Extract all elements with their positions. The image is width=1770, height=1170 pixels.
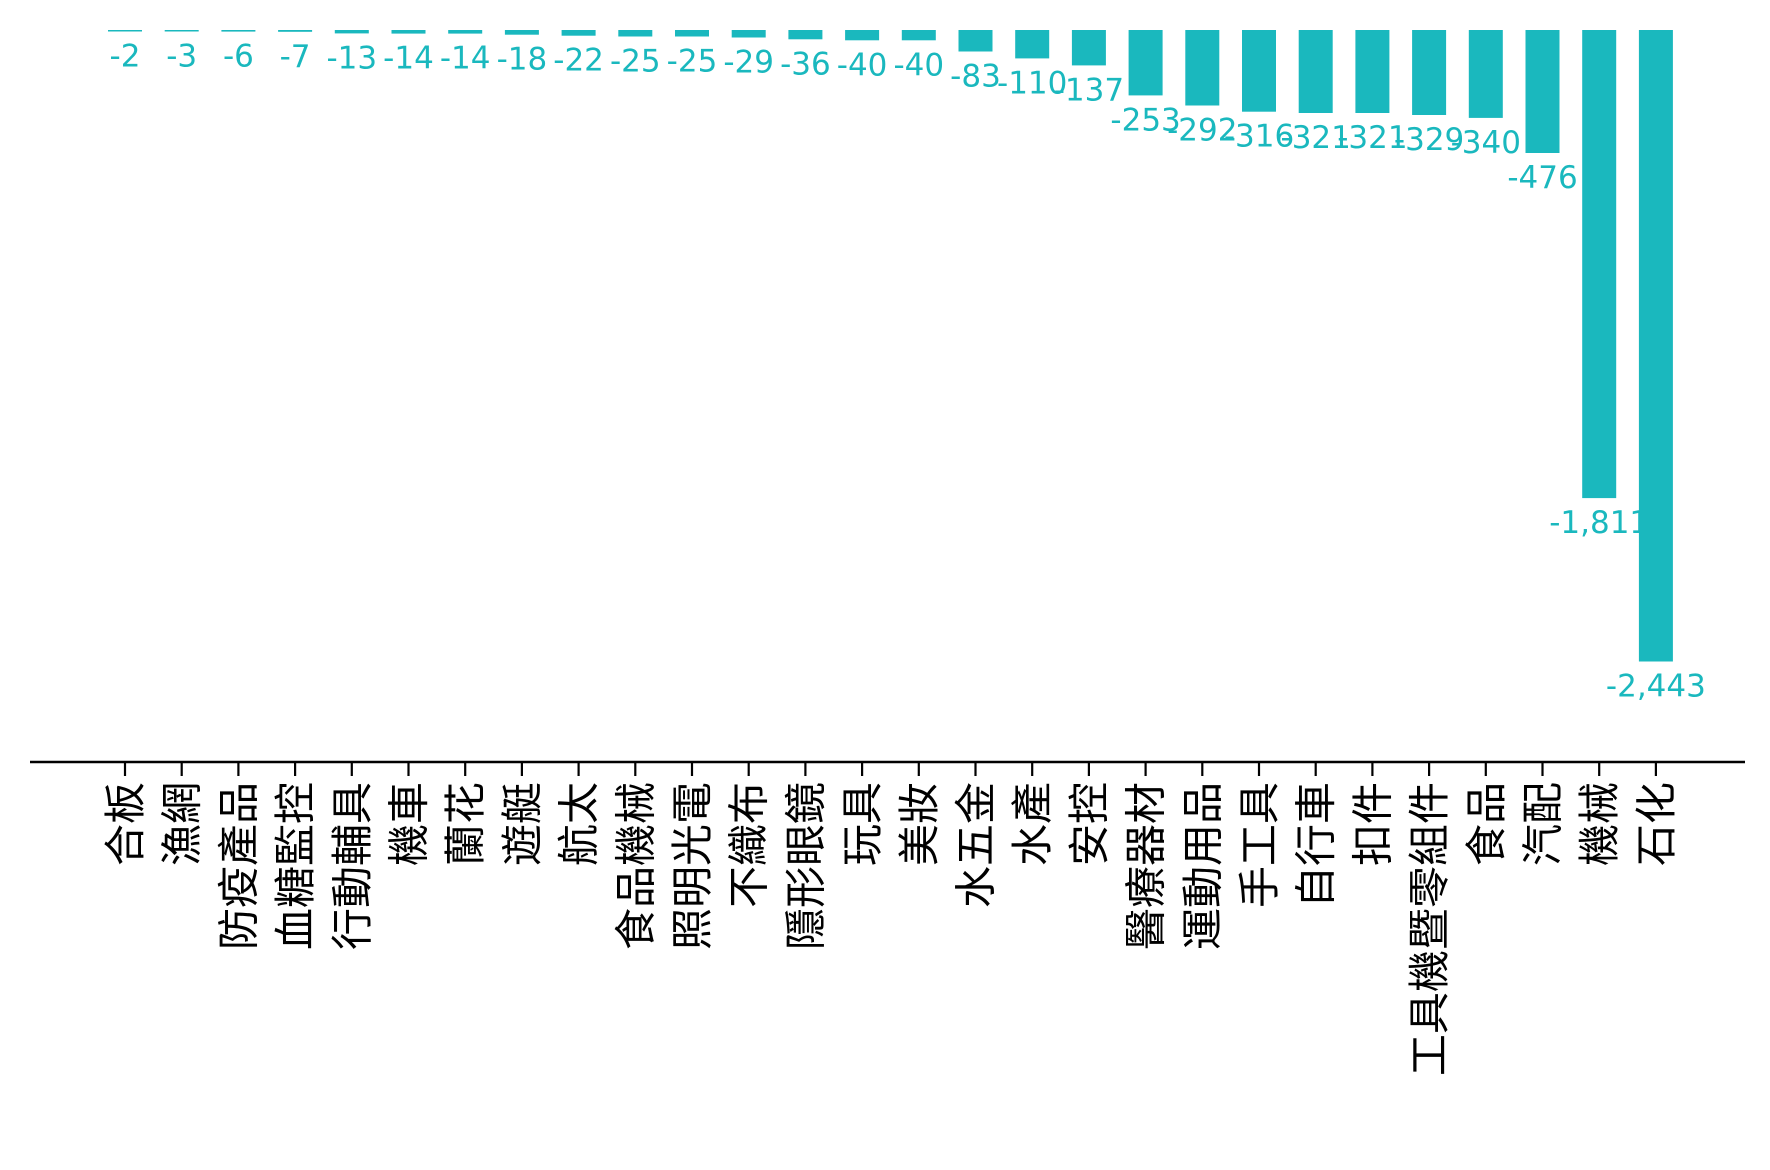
category-label-2: 防疫產品 bbox=[214, 782, 263, 950]
value-label-11: -29 bbox=[723, 45, 774, 81]
value-label-19: -292 bbox=[1167, 113, 1237, 149]
bar-5 bbox=[391, 30, 426, 34]
category-label-11: 不織布 bbox=[725, 782, 774, 908]
category-label-5: 機車 bbox=[385, 782, 434, 866]
value-label-5: -14 bbox=[383, 41, 434, 77]
value-label-26: -1,811 bbox=[1549, 505, 1649, 541]
value-label-7: -18 bbox=[497, 42, 548, 78]
value-label-17: -137 bbox=[1054, 72, 1124, 108]
value-label-8: -22 bbox=[553, 43, 604, 79]
category-label-3: 血糖監控 bbox=[271, 782, 320, 950]
value-label-20: -316 bbox=[1224, 119, 1294, 155]
bar-13 bbox=[845, 30, 880, 41]
category-label-6: 蘭花 bbox=[441, 782, 490, 866]
value-label-15: -83 bbox=[950, 59, 1001, 95]
category-label-12: 隱形眼鏡 bbox=[781, 782, 830, 950]
bar-17 bbox=[1071, 30, 1106, 66]
bar-10 bbox=[675, 30, 709, 37]
value-label-27: -2,443 bbox=[1606, 669, 1706, 705]
category-label-27: 石化 bbox=[1632, 782, 1681, 866]
value-label-24: -340 bbox=[1451, 125, 1521, 161]
category-label-10: 照明光電 bbox=[668, 782, 717, 950]
bar-25 bbox=[1525, 30, 1560, 153]
category-label-26: 機械 bbox=[1575, 782, 1624, 866]
value-label-1: -3 bbox=[166, 39, 197, 75]
category-label-19: 運動用品 bbox=[1178, 782, 1227, 950]
value-label-16: -110 bbox=[997, 65, 1067, 101]
bar-12 bbox=[788, 30, 823, 40]
value-label-21: -321 bbox=[1281, 120, 1351, 156]
bar-2 bbox=[221, 30, 256, 32]
category-label-0: 合板 bbox=[101, 782, 150, 866]
bars-layer bbox=[108, 30, 1673, 662]
bar-14 bbox=[901, 30, 936, 41]
category-label-25: 汽配 bbox=[1519, 782, 1568, 866]
x-ticks-layer bbox=[123, 762, 1658, 776]
category-label-21: 自行車 bbox=[1292, 782, 1341, 908]
category-label-23: 工具機暨零組件 bbox=[1405, 782, 1454, 1076]
bar-22 bbox=[1355, 30, 1390, 113]
value-label-23: -329 bbox=[1394, 122, 1464, 158]
bar-23 bbox=[1412, 30, 1447, 115]
value-label-14: -40 bbox=[893, 47, 944, 83]
category-label-24: 食品 bbox=[1462, 782, 1511, 866]
value-label-13: -40 bbox=[837, 47, 888, 83]
bar-3 bbox=[278, 30, 313, 32]
value-label-22: -321 bbox=[1337, 120, 1407, 156]
bar-18 bbox=[1128, 30, 1163, 96]
category-label-22: 扣件 bbox=[1348, 782, 1397, 866]
category-label-15: 水五金 bbox=[952, 782, 1001, 908]
category-label-9: 食品機械 bbox=[611, 782, 660, 950]
bar-6 bbox=[448, 30, 483, 34]
category-label-7: 遊艇 bbox=[498, 782, 547, 866]
category-label-20: 手工具 bbox=[1235, 782, 1284, 908]
value-label-2: -6 bbox=[223, 39, 254, 75]
bar-0 bbox=[108, 30, 142, 32]
value-label-10: -25 bbox=[667, 44, 718, 80]
bar-26 bbox=[1582, 30, 1617, 499]
category-labels-layer: 合板 漁網 防疫產品 血糖監控 行動輔具 機車 蘭花 遊艇 航太 食品機械 照明光電 不織布 隱形眼鏡玩… bbox=[101, 782, 1681, 1076]
bar-24 bbox=[1468, 30, 1503, 118]
bar-11 bbox=[731, 30, 766, 38]
value-label-0: -2 bbox=[110, 39, 141, 75]
bar-7 bbox=[504, 30, 539, 35]
value-label-25: -476 bbox=[1507, 160, 1577, 196]
value-label-18: -253 bbox=[1110, 102, 1180, 138]
category-label-4: 行動輔具 bbox=[328, 782, 377, 950]
value-label-12: -36 bbox=[780, 46, 831, 82]
category-label-18: 醫療器材 bbox=[1122, 782, 1171, 950]
bar-27 bbox=[1638, 30, 1673, 662]
value-label-6: -14 bbox=[440, 41, 491, 77]
value-labels-layer: -2 -3 -6 -7 -13 -14 -14 -18 -22 -25 -25 -29 -36 -40 -4… bbox=[110, 39, 1706, 705]
bar-21 bbox=[1298, 30, 1333, 113]
bar-15 bbox=[958, 30, 993, 52]
category-label-1: 漁網 bbox=[158, 782, 207, 866]
category-label-14: 美妝 bbox=[895, 782, 944, 866]
bar-8 bbox=[561, 30, 596, 36]
bar-16 bbox=[1015, 30, 1050, 59]
value-label-3: -7 bbox=[280, 39, 311, 75]
category-label-8: 航太 bbox=[555, 782, 604, 866]
category-label-17: 安控 bbox=[1065, 782, 1114, 866]
value-label-4: -13 bbox=[326, 40, 377, 76]
bar-9 bbox=[618, 30, 653, 37]
value-label-9: -25 bbox=[610, 44, 661, 80]
bar-20 bbox=[1242, 30, 1276, 112]
bar-4 bbox=[334, 30, 369, 34]
category-label-16: 水產 bbox=[1008, 782, 1057, 866]
bar-19 bbox=[1185, 30, 1220, 106]
category-label-13: 玩具 bbox=[838, 782, 887, 866]
bar-1 bbox=[164, 30, 199, 32]
